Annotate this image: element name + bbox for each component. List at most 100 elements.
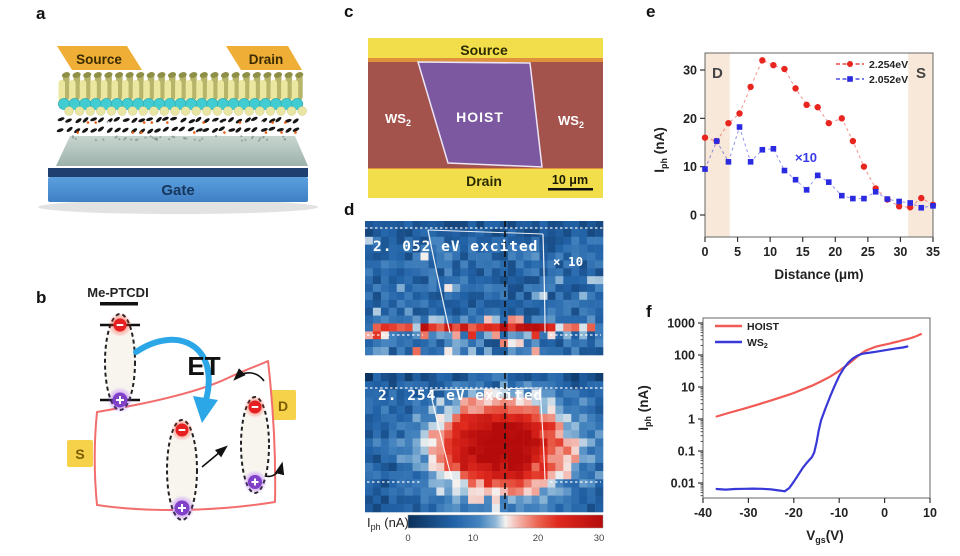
heat-cell — [380, 503, 390, 513]
heat-cell — [587, 454, 596, 464]
heat-cell — [436, 347, 445, 356]
heat-cell — [444, 268, 453, 277]
heat-cell — [491, 438, 501, 447]
heat-cell — [484, 291, 493, 301]
heat-cell — [507, 438, 516, 447]
heat-cell — [396, 422, 405, 431]
hoist-label: HOIST — [456, 109, 504, 125]
heat-cell — [396, 373, 405, 382]
heat-cell — [388, 487, 397, 496]
headgroup-sphere-yellow — [202, 106, 212, 116]
heat-cell — [539, 405, 548, 415]
heat-cell — [563, 479, 572, 488]
heat-cell — [515, 503, 524, 513]
heat-cell — [388, 252, 397, 261]
heat-cell — [547, 462, 556, 472]
heat-cell — [484, 438, 493, 447]
heat-cell — [412, 503, 421, 513]
colorbar-gradient — [407, 514, 604, 529]
heat-cell — [428, 228, 437, 238]
ptcdi-molecule — [188, 119, 196, 124]
ptcdi-molecule — [269, 118, 276, 123]
heat-cell — [476, 252, 485, 261]
heat-cell — [452, 323, 461, 332]
heat-cell — [380, 299, 390, 308]
heat-cell — [460, 471, 469, 480]
heat-cell — [412, 389, 421, 398]
heat-cell — [507, 430, 516, 439]
heat-cell — [412, 228, 421, 238]
y-tick-label: 20 — [683, 112, 697, 126]
heat-cell — [571, 228, 580, 238]
heat-cell — [531, 422, 540, 431]
heat-cell — [539, 284, 548, 293]
ptcdi-molecule — [178, 126, 185, 132]
heat-cell — [491, 454, 501, 464]
heat-cell — [491, 389, 501, 398]
heat-cell — [555, 221, 564, 230]
heat-cell — [595, 495, 604, 505]
heat-cell — [579, 446, 588, 456]
heat-cell — [571, 268, 580, 277]
legend-label: HOIST — [747, 321, 780, 333]
heat-cell — [380, 284, 390, 293]
heat-cell — [460, 307, 469, 316]
heat-cell — [436, 381, 445, 390]
heat-cell — [587, 339, 596, 348]
heat-cell — [547, 503, 556, 513]
heat-cell — [547, 495, 556, 505]
heat-cell — [380, 462, 390, 472]
heat-cell — [484, 244, 493, 253]
heat-cell — [412, 331, 421, 340]
heat-cell — [476, 315, 485, 324]
slab-speckle — [136, 138, 139, 141]
heat-cell — [460, 430, 469, 439]
molecule-atom — [94, 121, 97, 124]
heat-cell — [491, 487, 501, 496]
molecule-atom — [294, 131, 297, 134]
molecule-atom — [280, 131, 283, 134]
heat-cell — [452, 276, 461, 285]
data-point — [861, 195, 867, 202]
slab-speckle — [283, 138, 287, 141]
heat-cell — [428, 347, 437, 356]
heat-cell — [460, 299, 469, 308]
heat-cell — [587, 471, 596, 480]
heat-cell — [571, 495, 580, 505]
heat-cell — [499, 236, 509, 245]
heat-cell — [531, 299, 540, 308]
ptcdi-molecule — [202, 128, 210, 132]
heat-cell — [547, 268, 556, 277]
electron-transfer-label: ET — [187, 351, 220, 381]
heat-cell — [579, 405, 588, 415]
heat-cell — [404, 373, 413, 382]
slab-speckle — [155, 137, 159, 140]
heat-cell — [365, 323, 374, 332]
slab-speckle — [74, 137, 77, 140]
heat-cell — [499, 438, 509, 447]
heat-cell — [380, 397, 390, 406]
heat-cell — [571, 479, 580, 488]
data-point — [896, 198, 902, 205]
heat-cell — [404, 307, 413, 316]
heat-cell — [507, 268, 516, 277]
heat-cell — [428, 487, 437, 496]
heat-cell — [428, 462, 437, 472]
heat-cell — [563, 462, 572, 472]
heat-cell — [420, 381, 429, 390]
headgroup-sphere-yellow — [244, 106, 254, 116]
heat-cell — [531, 397, 540, 406]
heat-cell — [476, 413, 485, 423]
heat-cell — [587, 389, 596, 398]
heat-cell — [484, 236, 493, 245]
heat-cell — [484, 422, 493, 431]
ptcdi-molecule — [212, 117, 219, 122]
heat-cell — [420, 438, 429, 447]
heat-cell — [555, 260, 564, 269]
heat-cell — [476, 503, 485, 513]
heat-cell — [531, 221, 540, 230]
heat-cell — [396, 389, 405, 398]
heat-cell — [388, 462, 397, 472]
heat-cell — [396, 276, 405, 285]
heat-cell — [372, 503, 382, 513]
